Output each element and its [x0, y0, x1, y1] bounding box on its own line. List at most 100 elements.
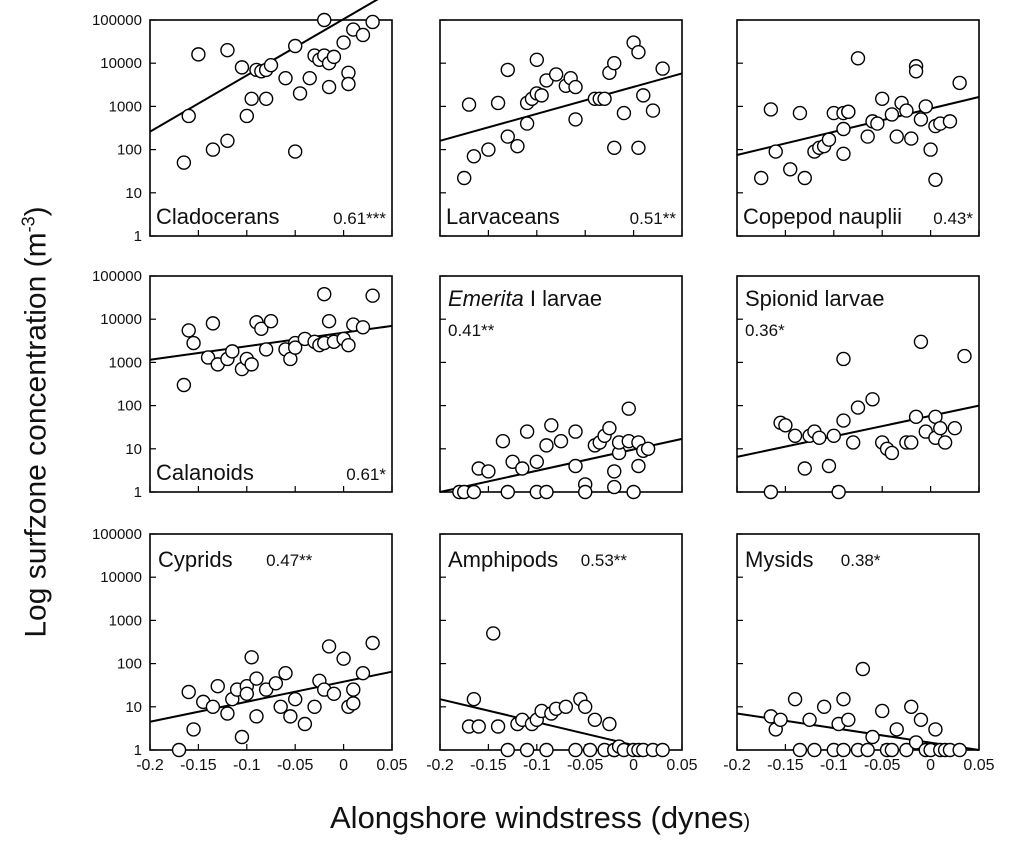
data-point	[186, 722, 201, 737]
y-tick-label: 100	[117, 398, 142, 415]
data-point	[636, 88, 651, 103]
data-point	[582, 742, 598, 758]
data-point	[841, 104, 856, 119]
data-point	[836, 121, 851, 137]
panel-3: Copepod nauplii 0.43*	[736, 19, 980, 237]
data-point	[220, 133, 235, 148]
panel-9: -0.2 -0.15 -0.1 -0.05 0 0.05 Mysids 0.38*	[723, 533, 995, 774]
x-tick-label: -0.2	[426, 757, 454, 774]
data-point	[481, 142, 496, 157]
data-point	[355, 320, 371, 335]
panel-stat: 0.61*	[346, 465, 386, 484]
data-point	[607, 140, 622, 156]
data-point	[341, 338, 356, 353]
data-point	[529, 52, 544, 67]
data-point	[602, 716, 617, 732]
y-tick-label: 1	[134, 484, 142, 501]
data-point	[461, 97, 477, 112]
data-point	[500, 129, 515, 144]
data-point	[466, 484, 482, 500]
x-tick-label: -0.05	[567, 757, 604, 774]
data-point	[875, 91, 890, 106]
data-point	[602, 420, 617, 436]
data-point	[792, 105, 808, 121]
data-point	[631, 140, 646, 156]
data-point	[317, 286, 332, 302]
data-point	[904, 131, 919, 146]
data-point	[210, 678, 225, 694]
data-point	[326, 686, 342, 701]
panel-7: 100000 10000 1000 100 10 1-0.2 -0.15 -0.1 -0.05 0…	[92, 526, 408, 774]
data-point	[490, 95, 506, 111]
data-point	[258, 342, 274, 357]
data-point	[836, 742, 851, 758]
panel-stat: 0.61***	[333, 209, 386, 228]
data-point	[952, 75, 967, 91]
fit-line	[149, 670, 393, 723]
data-point	[568, 742, 583, 758]
data-point	[326, 49, 342, 65]
x-tick-label: -0.1	[523, 757, 551, 774]
data-point	[273, 699, 288, 714]
data-point	[855, 661, 871, 677]
y-tick-label: 100	[117, 656, 142, 673]
data-point	[171, 742, 187, 758]
data-point	[539, 438, 554, 453]
data-point	[821, 132, 837, 147]
panel-label: Calanoids	[156, 460, 254, 485]
y-tick-label: 10	[125, 441, 142, 458]
data-point	[544, 418, 559, 433]
data-point	[904, 435, 919, 450]
x-tick-label: 0	[629, 757, 638, 774]
data-point	[763, 102, 779, 117]
data-point	[616, 105, 632, 121]
data-point	[568, 112, 583, 127]
data-point	[797, 170, 812, 186]
data-point	[655, 742, 670, 758]
data-point	[913, 112, 929, 127]
panel-6: Spionid larvae 0.36*	[736, 275, 980, 500]
panel-label: Cladocerans	[156, 204, 280, 229]
plot-frame	[736, 275, 980, 493]
data-point	[181, 684, 196, 700]
data-point	[297, 716, 313, 732]
data-point	[754, 170, 769, 186]
data-point	[220, 706, 235, 721]
data-point	[191, 47, 206, 62]
data-point	[500, 62, 515, 78]
y-tick-label: 100000	[92, 12, 142, 29]
panel-1: 100000 10000 1000 100 10 1 Cladocerans 0.61***	[92, 0, 393, 245]
data-point	[870, 116, 885, 131]
data-point	[908, 735, 924, 750]
data-point	[519, 424, 535, 439]
data-point	[607, 464, 622, 479]
data-point	[626, 484, 641, 500]
data-point	[937, 435, 953, 450]
data-point	[908, 64, 924, 79]
data-point	[787, 428, 803, 443]
data-point	[763, 484, 779, 500]
data-point	[578, 484, 593, 500]
panel-label: Spionid larvae	[745, 286, 884, 311]
data-point	[515, 461, 530, 476]
data-point	[539, 484, 554, 500]
data-point	[587, 712, 603, 728]
y-tick-label: 1	[134, 228, 142, 245]
data-point	[836, 413, 851, 428]
panel-8: -0.2 -0.15 -0.1 -0.05 0 0.05 Amphipods 0.53**	[426, 533, 698, 774]
data-point	[268, 676, 284, 691]
data-point	[321, 313, 337, 329]
data-point	[899, 103, 914, 118]
data-point	[539, 742, 554, 758]
panel-stat: 0.47**	[266, 551, 313, 570]
panel-label: Copepod nauplii	[743, 204, 902, 229]
data-point	[365, 14, 380, 30]
data-point	[486, 626, 501, 641]
data-point	[845, 435, 861, 450]
data-point	[288, 691, 303, 707]
data-point	[908, 409, 924, 425]
data-point	[860, 742, 875, 758]
data-point	[913, 712, 929, 728]
data-point	[841, 712, 856, 728]
data-point	[807, 742, 822, 758]
